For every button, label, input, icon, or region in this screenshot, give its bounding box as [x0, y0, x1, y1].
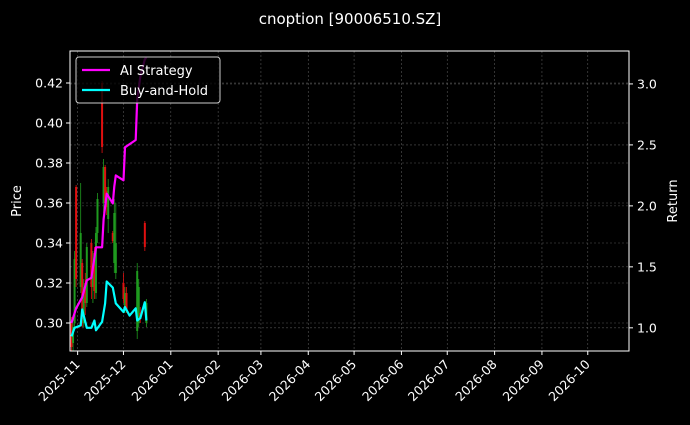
candle-body [102, 167, 105, 203]
candle [79, 183, 82, 293]
candle-body [94, 233, 97, 293]
candle [102, 159, 105, 213]
candle-body [136, 271, 139, 331]
candle-body [114, 243, 117, 273]
y-tick-label: 0.32 [35, 276, 63, 291]
candle [113, 199, 116, 273]
candle-body [82, 287, 85, 323]
candle-body [107, 187, 110, 219]
candle-body [122, 283, 125, 299]
candle [84, 273, 87, 315]
candle-body [79, 233, 82, 287]
candle-body [84, 283, 87, 303]
y-tick-label: 0.30 [35, 316, 63, 331]
candle [90, 239, 93, 299]
candle [96, 193, 99, 243]
candle-body [90, 243, 93, 287]
y-tick-label: 0.36 [35, 196, 63, 211]
legend-box [75, 56, 221, 104]
y-tick-label: 0.42 [35, 76, 63, 91]
candle [94, 227, 97, 299]
y2-tick-label: 2.0 [637, 198, 657, 213]
candle-body [101, 83, 104, 147]
y2-tick-label: 3.0 [637, 76, 657, 91]
candle-body [96, 199, 99, 233]
candle-body [104, 167, 107, 203]
y2-tick-label: 2.5 [637, 137, 657, 152]
candle-body [111, 233, 114, 241]
y-tick-label: 0.40 [35, 116, 63, 131]
candle-body [73, 259, 76, 323]
y-axis-label: Price [10, 185, 25, 217]
candle-body [125, 293, 128, 311]
chart-title: cnoption [90006510.SZ] [259, 10, 442, 28]
y2-tick-label: 1.0 [637, 320, 657, 335]
legend-label-bh: Buy-and-Hold [120, 84, 208, 99]
candle [85, 243, 88, 307]
y2-axis-label: Return [666, 179, 681, 222]
legend: AI Strategy Buy-and-Hold [75, 56, 221, 104]
buy-and-hold-line [70, 280, 148, 337]
candle-body [123, 293, 126, 307]
candle [143, 221, 146, 251]
candle [122, 273, 125, 303]
candle [75, 185, 78, 287]
candle [111, 231, 114, 243]
candle [114, 203, 117, 279]
y-tick-label: 0.34 [35, 236, 63, 251]
candle-body [75, 187, 78, 279]
candle-body [81, 263, 84, 319]
candle-body [93, 253, 96, 291]
candle [136, 263, 139, 339]
candle [107, 179, 110, 233]
candle-body [85, 247, 88, 303]
plot-frame [69, 50, 630, 352]
candle-body [143, 223, 146, 247]
y2-tick-label: 1.5 [637, 259, 657, 274]
legend-label-ai: AI Strategy [120, 64, 193, 79]
candle-body [113, 213, 116, 263]
y-tick-label: 0.38 [35, 156, 63, 171]
candle-body [137, 287, 140, 323]
